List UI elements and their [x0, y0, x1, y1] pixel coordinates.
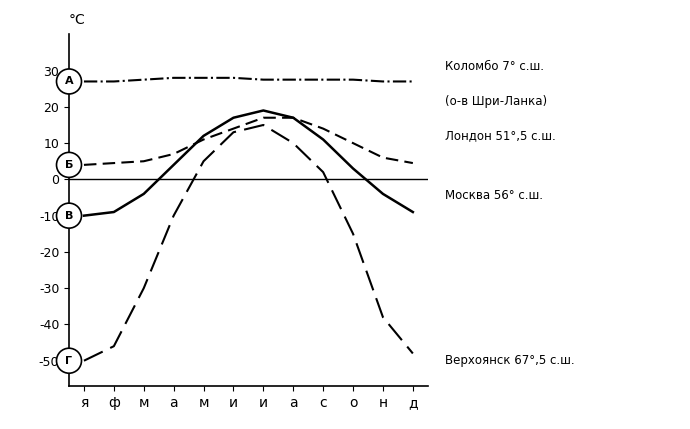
- Text: (о-в Шри-Ланка): (о-в Шри-Ланка): [445, 95, 547, 108]
- Text: Верхоянск 67°,5 с.ш.: Верхоянск 67°,5 с.ш.: [445, 354, 575, 367]
- Text: °С: °С: [69, 13, 86, 27]
- Text: Коломбо 7° с.ш.: Коломбо 7° с.ш.: [445, 60, 544, 73]
- Text: А: А: [65, 76, 73, 87]
- Text: Б: Б: [65, 160, 73, 170]
- Text: Москва 56° с.ш.: Москва 56° с.ш.: [445, 189, 543, 202]
- Text: Г: Г: [66, 356, 72, 366]
- Text: В: В: [65, 211, 73, 221]
- Text: Лондон 51°,5 с.ш.: Лондон 51°,5 с.ш.: [445, 129, 556, 142]
